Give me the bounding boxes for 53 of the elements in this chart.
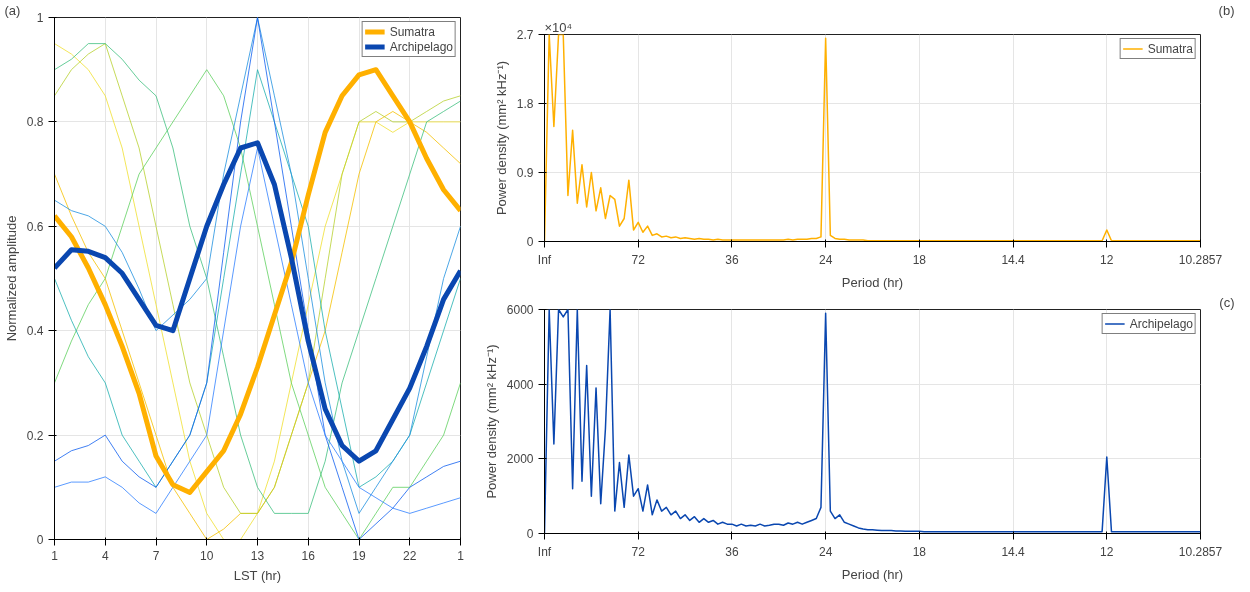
y-tick-label: 0.6 [26, 219, 44, 234]
y-tick-label: 0.8 [26, 115, 44, 130]
text: (a) [4, 2, 21, 18]
x-tick-label: 22 [403, 548, 417, 563]
annotation: ×10⁴ [544, 19, 573, 35]
x-tick-label: 4 [101, 548, 109, 563]
legend-label: Archipelago [1129, 316, 1193, 331]
y-axis-title: Power density (mm² kHz⁻¹) [493, 60, 509, 216]
y-tick-label: 2.7 [516, 28, 534, 42]
y-tick-label: 0.9 [516, 166, 534, 180]
x-axis-title: Period (hr) [841, 566, 904, 582]
y-tick-label: 1.8 [516, 97, 534, 111]
y-tick-label: 1 [36, 11, 44, 25]
x-tick-label: 7 [152, 548, 160, 563]
legend-label: Sumatra [1147, 41, 1193, 56]
x-tick-label: Inf [537, 544, 552, 559]
y-tick-label: 0 [526, 235, 534, 249]
legend-label: Archipelago [389, 39, 453, 54]
x-tick-label: 16 [301, 548, 316, 563]
x-tick-label: 1 [51, 548, 59, 563]
x-axis-title: LST (hr) [233, 567, 282, 583]
x-tick-label: 10.2857 [1178, 252, 1223, 267]
x-tick-label: 24 [818, 544, 833, 559]
y-tick-label: 2000 [506, 452, 534, 467]
x-tick-label: 36 [725, 544, 739, 559]
x-tick-label: 18 [912, 544, 927, 559]
text: (b) [1218, 2, 1235, 18]
y-tick-label: 0.4 [26, 324, 44, 339]
y-tick-label: 6000 [506, 303, 534, 317]
x-tick-label: 10 [200, 548, 214, 563]
legend-label: Sumatra [389, 24, 435, 39]
x-tick-label: 14.4 [1001, 544, 1026, 559]
x-tick-label: 10.2857 [1178, 544, 1223, 559]
x-tick-label: 36 [725, 252, 739, 267]
x-tick-label: 18 [912, 252, 927, 267]
x-tick-label: 72 [631, 544, 646, 559]
y-tick-label: 0 [526, 527, 534, 541]
x-tick-label: Inf [537, 252, 552, 267]
x-tick-label: 14.4 [1001, 252, 1026, 267]
x-tick-label: 19 [352, 548, 366, 563]
y-tick-label: 4000 [506, 377, 534, 392]
x-tick-label: 24 [818, 252, 833, 267]
x-axis-title: Period (hr) [841, 274, 904, 290]
x-tick-label: 12 [1100, 252, 1114, 267]
y-tick-label: 0 [36, 533, 44, 547]
x-tick-label: 1 [457, 548, 465, 563]
y-axis-title: Normalized amplitude [3, 215, 19, 342]
x-tick-label: 13 [250, 548, 265, 563]
text: (c) [1219, 294, 1235, 310]
x-tick-label: 72 [631, 252, 646, 267]
y-axis-title: Power density (mm² kHz⁻¹) [483, 344, 499, 499]
x-tick-label: 12 [1100, 544, 1114, 559]
y-tick-label: 0.2 [26, 428, 44, 443]
